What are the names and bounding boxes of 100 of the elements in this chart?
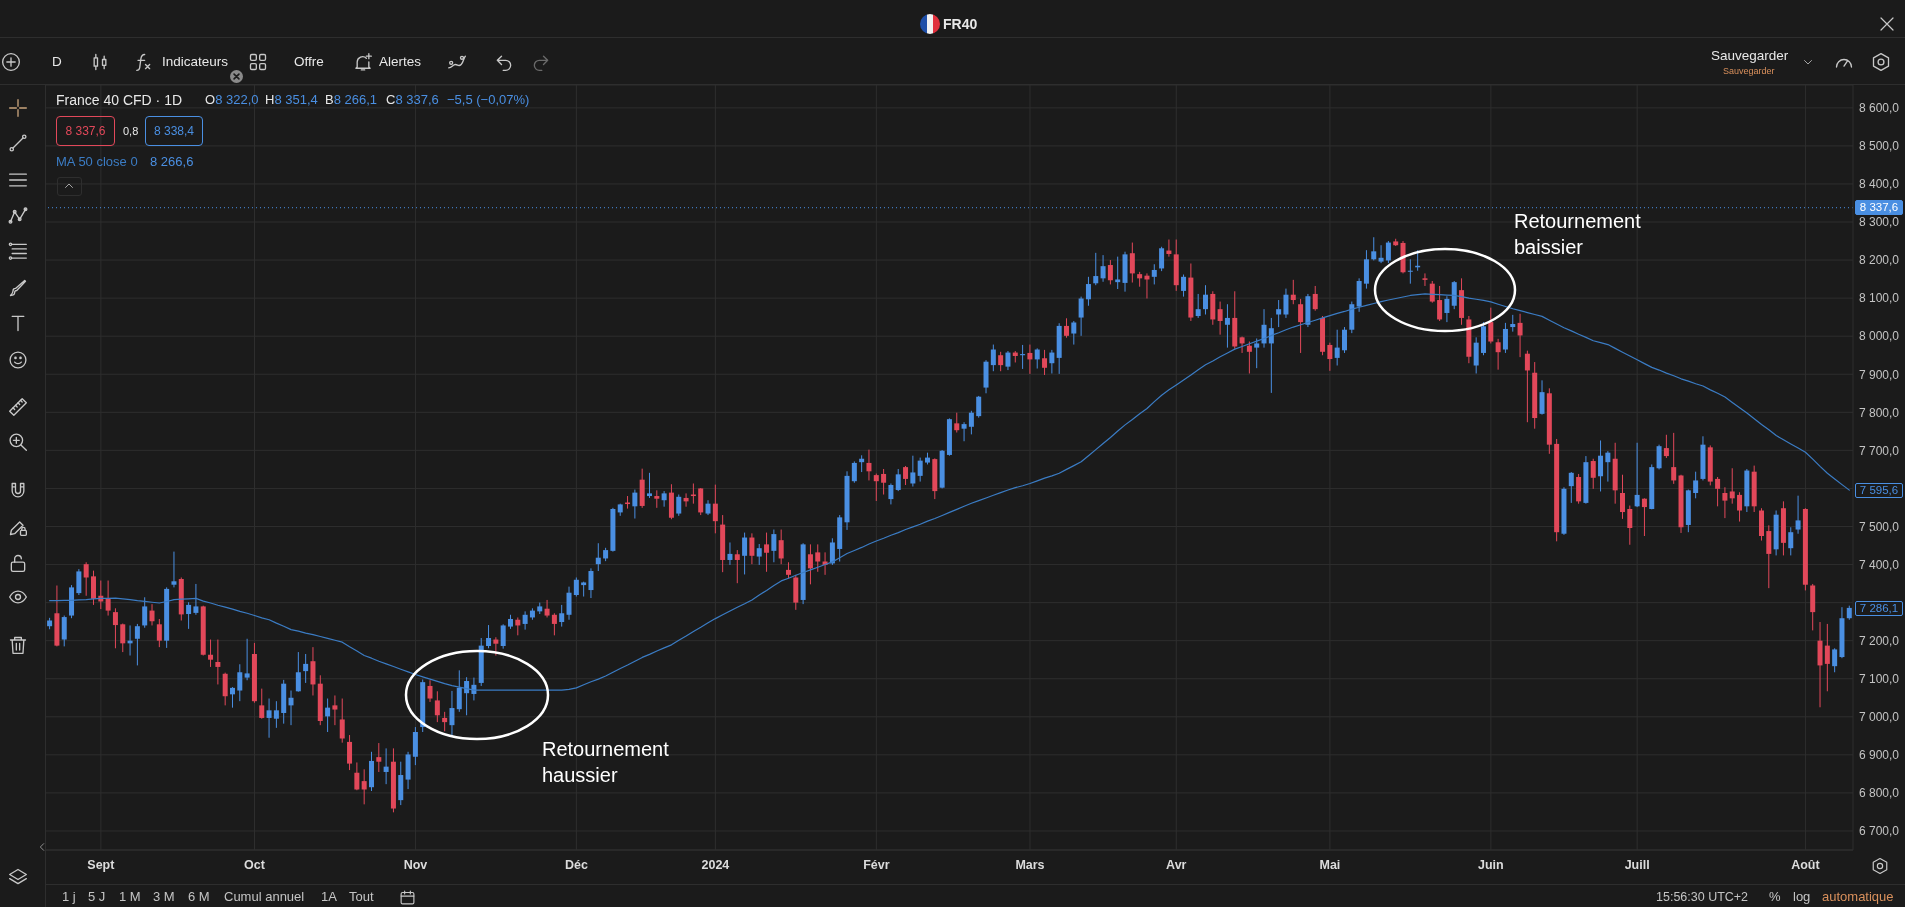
candlestick xyxy=(339,698,345,744)
x-tick-label: Févr xyxy=(863,857,890,872)
candlestick xyxy=(1005,350,1011,371)
candlestick xyxy=(112,607,118,649)
y-tick-label: 8 300,0 xyxy=(1859,215,1900,230)
annotation: −5,5 (−0,07%) xyxy=(447,91,530,109)
y-tick-label: 7 000,0 xyxy=(1859,710,1900,725)
candlestick xyxy=(1312,285,1318,312)
candlestick xyxy=(756,543,762,566)
candlestick xyxy=(1795,495,1801,535)
annotation: C8 337,6 xyxy=(386,91,439,109)
candlestick xyxy=(1159,246,1165,272)
x-tick-label: Nov xyxy=(403,857,428,872)
candlestick xyxy=(1729,467,1735,505)
candlestick xyxy=(288,690,294,726)
y-tick-label: 7 500,0 xyxy=(1859,519,1900,534)
candlestick xyxy=(712,484,718,534)
candlestick xyxy=(646,472,652,499)
candlestick xyxy=(551,612,557,636)
candlestick xyxy=(727,541,733,566)
y-tick-label: 8 000,0 xyxy=(1859,329,1900,344)
candlestick xyxy=(1407,258,1413,285)
candlestick xyxy=(1598,439,1604,492)
candlestick xyxy=(1627,505,1633,546)
text: % xyxy=(1769,888,1781,906)
text: log xyxy=(1793,888,1811,906)
candlestick xyxy=(222,672,228,706)
y-tick-label: 7 700,0 xyxy=(1859,443,1900,458)
candlestick xyxy=(76,568,82,596)
text: 6 M xyxy=(188,888,210,906)
candlestick xyxy=(961,421,967,442)
candlestick xyxy=(632,489,638,519)
candlestick xyxy=(771,529,777,563)
text: Sauvegarder xyxy=(1711,47,1789,65)
x-tick-label: Juill xyxy=(1624,857,1650,872)
candlestick xyxy=(493,636,499,657)
text: MA 50 close 0 xyxy=(56,153,138,171)
candlestick xyxy=(1737,491,1743,523)
candlestick xyxy=(573,576,579,598)
x-tick-label: Oct xyxy=(244,857,266,872)
text: 3 M xyxy=(153,888,175,906)
candlestick xyxy=(1656,444,1662,470)
candlestick xyxy=(208,639,214,668)
candlestick xyxy=(1722,486,1728,519)
candlestick xyxy=(1115,256,1121,290)
candlestick xyxy=(1517,313,1523,358)
y-tick-label: 7 900,0 xyxy=(1859,367,1900,382)
candlestick xyxy=(193,583,199,616)
candlestick xyxy=(120,623,126,653)
candlestick xyxy=(1715,476,1721,507)
candlestick xyxy=(186,601,192,630)
candlestick xyxy=(1034,347,1040,370)
candlestick xyxy=(815,543,821,573)
candlestick xyxy=(273,700,279,729)
text: 7 595,6 xyxy=(1855,482,1903,498)
candlestick xyxy=(142,596,148,629)
candlestick xyxy=(1327,342,1333,372)
candlestick xyxy=(778,529,784,565)
candlestick xyxy=(1641,497,1647,537)
candlestick xyxy=(1473,336,1479,374)
candlestick xyxy=(105,580,111,617)
candlestick xyxy=(500,623,506,650)
text: automatique xyxy=(1822,888,1894,906)
candlestick xyxy=(237,663,243,702)
text: Sauvegarder xyxy=(1723,65,1775,78)
x-tick-label: Avr xyxy=(1166,857,1187,872)
y-tick-label: 6 900,0 xyxy=(1859,748,1900,763)
annotation: 8 338,4 xyxy=(145,116,203,146)
candlestick xyxy=(588,567,594,599)
y-tick-label: 6 700,0 xyxy=(1859,824,1900,839)
candlestick xyxy=(1217,301,1223,336)
text: 1 M xyxy=(119,888,141,906)
candlestick xyxy=(229,686,235,709)
candlestick xyxy=(1619,474,1625,520)
candlestick xyxy=(866,449,872,481)
x-tick-label: Août xyxy=(1791,857,1821,872)
annotation: 8 337,6 xyxy=(56,116,115,146)
candlestick xyxy=(215,639,221,685)
text: 5 J xyxy=(88,888,106,906)
candlestick xyxy=(1663,434,1669,459)
candlestick xyxy=(244,638,250,681)
candlestick xyxy=(851,460,857,484)
candlestick xyxy=(1495,338,1501,371)
candlestick xyxy=(1824,623,1830,692)
candlestick xyxy=(1078,296,1084,337)
candlestick xyxy=(266,698,272,739)
y-tick-label: 7 200,0 xyxy=(1859,633,1900,648)
text: D xyxy=(52,53,62,71)
candlestick xyxy=(1239,336,1245,354)
candlestick xyxy=(1341,326,1347,354)
candlestick xyxy=(434,690,440,723)
y-tick-label: 8 400,0 xyxy=(1859,177,1900,192)
candlestick xyxy=(149,603,155,626)
candlestick xyxy=(1151,263,1157,285)
candlestick xyxy=(1832,647,1838,673)
candlestick xyxy=(954,412,960,433)
candlestick xyxy=(383,747,389,785)
candlestick xyxy=(90,570,96,606)
candlestick xyxy=(1224,303,1230,349)
candlestick xyxy=(1283,288,1289,319)
